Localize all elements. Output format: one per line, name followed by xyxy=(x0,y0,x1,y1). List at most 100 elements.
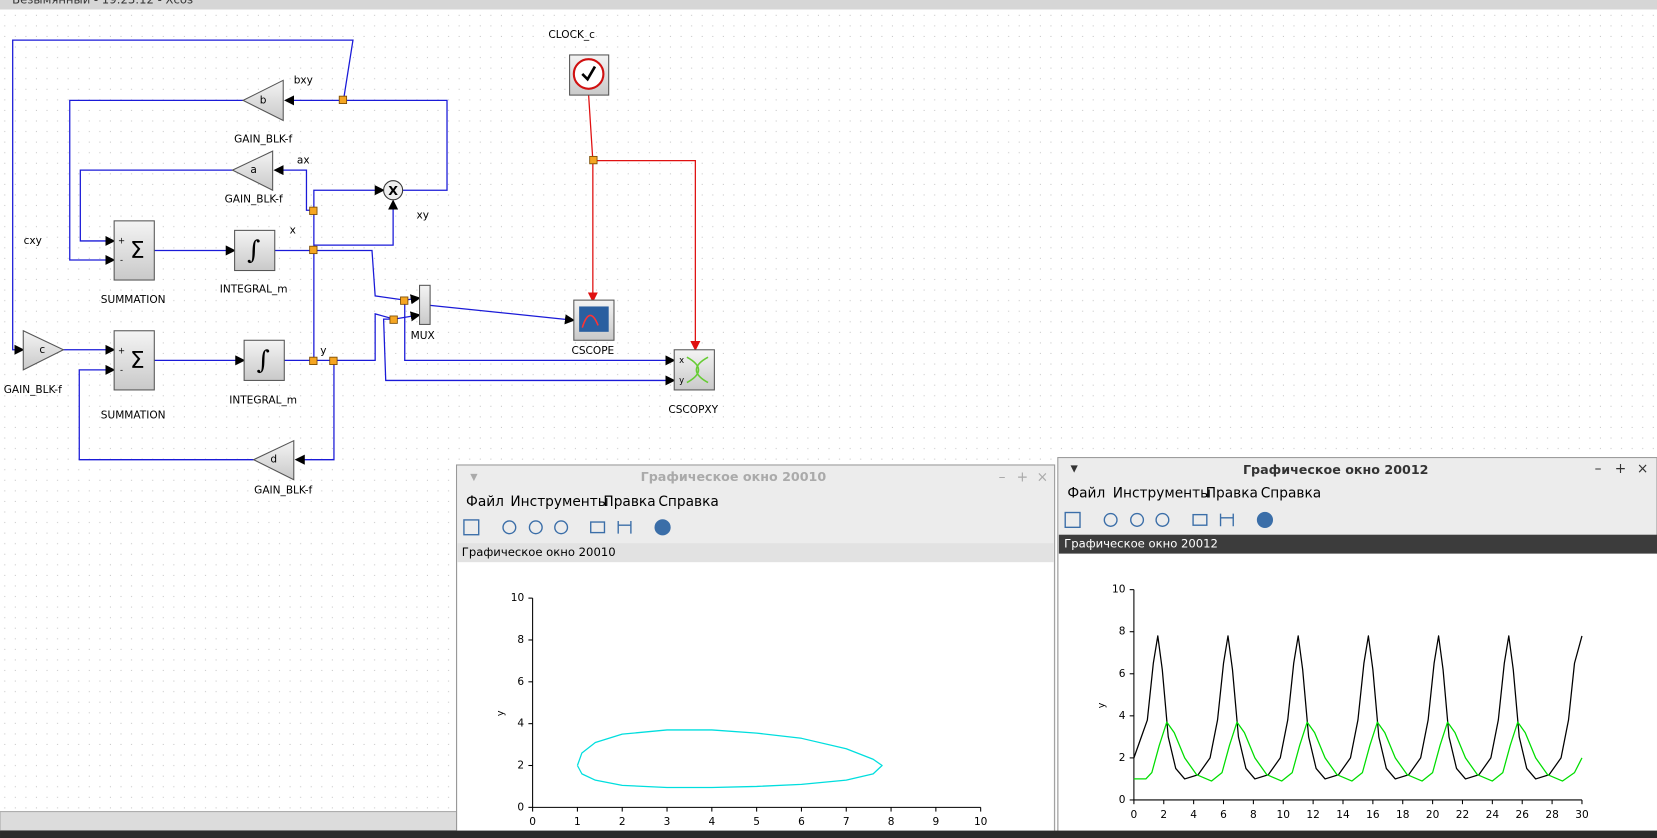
close[interactable]: × xyxy=(1637,461,1649,477)
maximize[interactable]: + xyxy=(1017,470,1029,486)
caption: Графическое окно 20012 xyxy=(1064,537,1218,551)
x-tick-label: 10 xyxy=(1277,809,1291,821)
x-tick-label: 20 xyxy=(1426,809,1440,821)
x-tick-label: 28 xyxy=(1545,809,1558,821)
svg-text:GAIN_BLK-f: GAIN_BLK-f xyxy=(4,384,62,396)
svg-text:GAIN_BLK-f: GAIN_BLK-f xyxy=(254,484,312,496)
graphic-window: Графическое окно 20010 ▼ – + × Файл Инст… xyxy=(455,464,1056,838)
x-tick-label: 2 xyxy=(619,816,626,828)
x-tick-label: 10 xyxy=(974,816,988,828)
toolbar[interactable] xyxy=(463,519,671,536)
x-tick-label: 9 xyxy=(933,816,940,828)
title-bar xyxy=(0,0,1657,10)
series-line xyxy=(1133,635,1583,780)
blocks xyxy=(22,54,715,481)
x-tick-label: 0 xyxy=(1131,809,1138,821)
x-tick-label: 1 xyxy=(574,816,581,828)
svg-text:INTEGRAL_m: INTEGRAL_m xyxy=(220,284,288,296)
svg-text:-: - xyxy=(120,364,123,374)
svg-text:MUX: MUX xyxy=(411,330,435,342)
svg-text:▼: ▼ xyxy=(470,472,478,483)
svg-text:x: x xyxy=(679,355,684,365)
svg-text:∫: ∫ xyxy=(247,235,260,265)
x-tick-label: 4 xyxy=(1190,809,1197,821)
svg-text:X: X xyxy=(388,183,398,198)
svg-text:+: + xyxy=(118,345,125,355)
y-tick-label: 4 xyxy=(517,718,524,730)
svg-text:ax: ax xyxy=(297,155,310,167)
y-tick-label: 10 xyxy=(1112,584,1126,596)
svg-text:d: d xyxy=(270,454,277,466)
svg-text:GAIN_BLK-f: GAIN_BLK-f xyxy=(234,133,292,145)
svg-text:Σ: Σ xyxy=(130,237,145,264)
svg-text:CSCOPE: CSCOPE xyxy=(571,345,614,357)
y-tick-label: 0 xyxy=(517,801,524,813)
svg-text:cxy: cxy xyxy=(24,235,42,247)
svg-text:b: b xyxy=(260,94,267,106)
svg-text:a: a xyxy=(250,164,256,176)
y-tick-label: 8 xyxy=(1119,626,1126,638)
x-tick-label: 12 xyxy=(1306,809,1319,821)
graphic-window: Графическое окно 20012 ▼ – + × Файл Инст… xyxy=(1057,457,1657,838)
x-tick-label: 24 xyxy=(1486,809,1500,821)
menu-item[interactable]: Правка xyxy=(603,494,655,510)
x-tick-label: 0 xyxy=(529,816,536,828)
svg-text:CLOCK_c: CLOCK_c xyxy=(548,29,595,41)
menu-item[interactable]: Файл xyxy=(466,494,504,510)
window-title: Графическое окно 20010 xyxy=(641,469,827,484)
svg-text:GAIN_BLK-f: GAIN_BLK-f xyxy=(225,194,283,206)
minimize[interactable]: – xyxy=(1595,461,1602,477)
taskbar xyxy=(0,830,1657,838)
menu-item[interactable]: Правка xyxy=(1206,486,1258,502)
menu-item[interactable]: Файл xyxy=(1067,486,1105,502)
y-tick-label: 4 xyxy=(1119,710,1126,722)
x-tick-label: 30 xyxy=(1575,809,1589,821)
y-axis-label: y xyxy=(1097,702,1108,708)
window-title: Графическое окно 20012 xyxy=(1243,462,1429,477)
x-tick-label: 3 xyxy=(664,816,671,828)
x-tick-label: 7 xyxy=(843,816,850,828)
x-tick-label: 6 xyxy=(798,816,805,828)
svg-text:c: c xyxy=(39,344,45,356)
x-tick-label: 18 xyxy=(1396,809,1409,821)
x-tick-label: 6 xyxy=(1220,809,1227,821)
y-tick-label: 10 xyxy=(511,592,525,604)
y-tick-label: 2 xyxy=(517,760,524,772)
svg-text:xy: xy xyxy=(416,210,428,222)
x-tick-label: 8 xyxy=(1250,809,1257,821)
y-tick-label: 6 xyxy=(1119,668,1126,680)
series-line xyxy=(576,729,883,789)
y-tick-label: 2 xyxy=(1119,752,1126,764)
svg-text:Σ: Σ xyxy=(130,347,145,374)
block-labels: CLOCK_c b GAIN_BLK-f a GAIN_BLK-f SUMMAT… xyxy=(4,29,719,496)
menu-item[interactable]: Инструменты xyxy=(1113,486,1211,502)
svg-text:SUMMATION: SUMMATION xyxy=(101,409,166,421)
x-tick-label: 5 xyxy=(753,816,760,828)
svg-text:CSCOPXY: CSCOPXY xyxy=(668,404,718,416)
scrollbar[interactable] xyxy=(0,811,458,832)
svg-text:∫: ∫ xyxy=(257,344,270,374)
y-tick-label: 6 xyxy=(517,676,524,688)
y-axis-label: y xyxy=(495,710,506,716)
svg-text:+: + xyxy=(118,235,125,245)
svg-text:-: - xyxy=(120,254,123,264)
x-tick-label: 2 xyxy=(1160,809,1167,821)
svg-text:bxy: bxy xyxy=(294,74,313,86)
maximize[interactable]: + xyxy=(1615,461,1627,477)
menu-item[interactable]: Справка xyxy=(658,494,718,510)
minimize[interactable]: – xyxy=(999,470,1006,486)
svg-text:y: y xyxy=(679,375,684,385)
title: ·Безымянный - 19:23:12 - Xcos xyxy=(8,0,193,7)
x-tick-label: 22 xyxy=(1456,809,1469,821)
svg-text:SUMMATION: SUMMATION xyxy=(101,294,166,306)
x-tick-label: 16 xyxy=(1366,809,1380,821)
x-tick-label: 26 xyxy=(1516,809,1530,821)
menu-item[interactable]: Инструменты xyxy=(510,494,608,510)
series-line xyxy=(1133,721,1583,782)
svg-text:x: x xyxy=(290,224,296,236)
svg-text:INTEGRAL_m: INTEGRAL_m xyxy=(229,395,297,407)
menu-item[interactable]: Справка xyxy=(1261,486,1321,502)
close[interactable]: × xyxy=(1037,470,1049,486)
toolbar[interactable] xyxy=(1064,511,1274,529)
